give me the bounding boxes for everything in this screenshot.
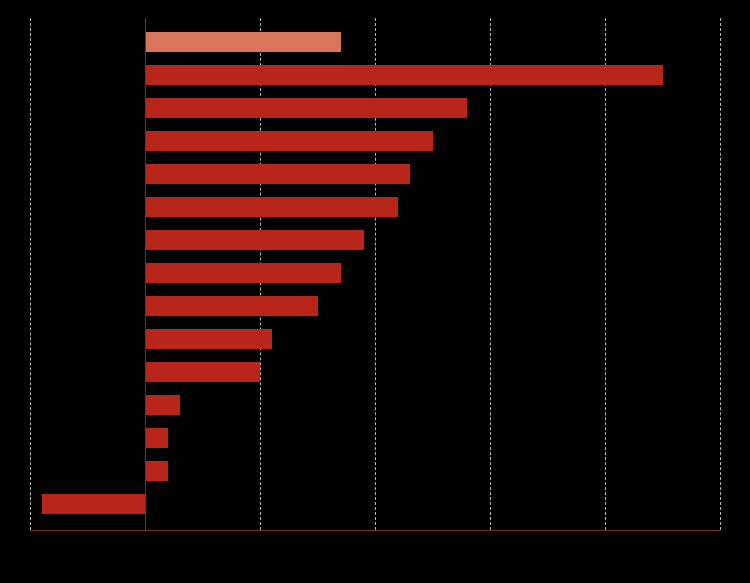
bar — [145, 131, 433, 151]
bar — [145, 65, 663, 85]
bar — [145, 164, 410, 184]
bar — [145, 362, 260, 382]
bar — [145, 395, 180, 415]
bar — [145, 197, 398, 217]
zero-line — [145, 18, 146, 530]
horizontal-bar-chart — [0, 0, 750, 583]
bar — [145, 461, 168, 481]
gridline — [30, 18, 31, 530]
bar — [145, 98, 467, 118]
x-axis-line — [30, 530, 720, 531]
bar — [145, 296, 318, 316]
gridline — [490, 18, 491, 530]
bar — [145, 263, 341, 283]
gridline — [375, 18, 376, 530]
gridline — [720, 18, 721, 530]
bar — [145, 230, 364, 250]
bar — [145, 32, 341, 52]
bar — [145, 329, 272, 349]
bar — [145, 428, 168, 448]
gridline — [605, 18, 606, 530]
bar — [42, 494, 146, 514]
